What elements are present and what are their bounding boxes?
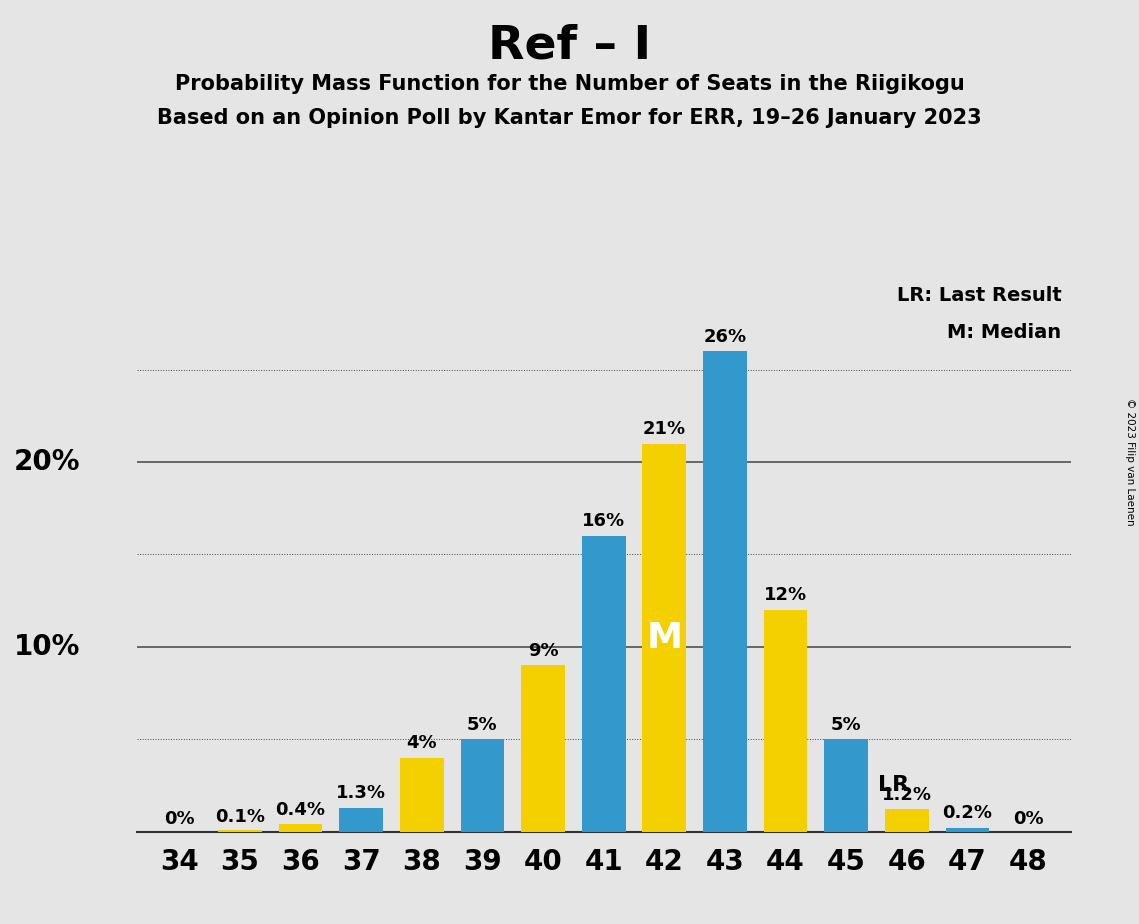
Text: Ref – I: Ref – I [487, 23, 652, 68]
Bar [279, 824, 322, 832]
Bar [582, 536, 625, 832]
Text: 0%: 0% [1013, 810, 1043, 828]
Text: M: M [646, 621, 682, 654]
Text: 12%: 12% [764, 587, 808, 604]
Bar [703, 351, 747, 832]
Text: © 2023 Filip van Laenen: © 2023 Filip van Laenen [1125, 398, 1134, 526]
Text: 5%: 5% [831, 716, 861, 734]
Text: 0%: 0% [164, 810, 195, 828]
Bar [764, 610, 808, 832]
Text: 4%: 4% [407, 735, 437, 752]
Bar [945, 828, 990, 832]
Bar [218, 830, 262, 832]
Text: 1.2%: 1.2% [882, 786, 932, 804]
Bar [339, 808, 383, 832]
Text: 0.1%: 0.1% [215, 808, 264, 826]
Bar [400, 758, 443, 832]
Bar [885, 809, 928, 832]
Text: 26%: 26% [704, 328, 746, 346]
Text: 5%: 5% [467, 716, 498, 734]
Text: 1.3%: 1.3% [336, 784, 386, 802]
Text: LR: Last Result: LR: Last Result [896, 286, 1062, 306]
Bar [522, 665, 565, 832]
Text: Probability Mass Function for the Number of Seats in the Riigikogu: Probability Mass Function for the Number… [174, 74, 965, 94]
Text: 0.2%: 0.2% [943, 805, 992, 822]
Bar [642, 444, 686, 832]
Text: M: Median: M: Median [948, 323, 1062, 343]
Text: 0.4%: 0.4% [276, 801, 326, 819]
Text: 20%: 20% [14, 448, 81, 476]
Text: 9%: 9% [527, 642, 558, 660]
Text: 10%: 10% [15, 633, 81, 661]
Text: Based on an Opinion Poll by Kantar Emor for ERR, 19–26 January 2023: Based on an Opinion Poll by Kantar Emor … [157, 108, 982, 128]
Text: 16%: 16% [582, 513, 625, 530]
Bar [460, 739, 505, 832]
Bar [825, 739, 868, 832]
Text: LR: LR [878, 775, 909, 796]
Text: 21%: 21% [642, 420, 686, 438]
